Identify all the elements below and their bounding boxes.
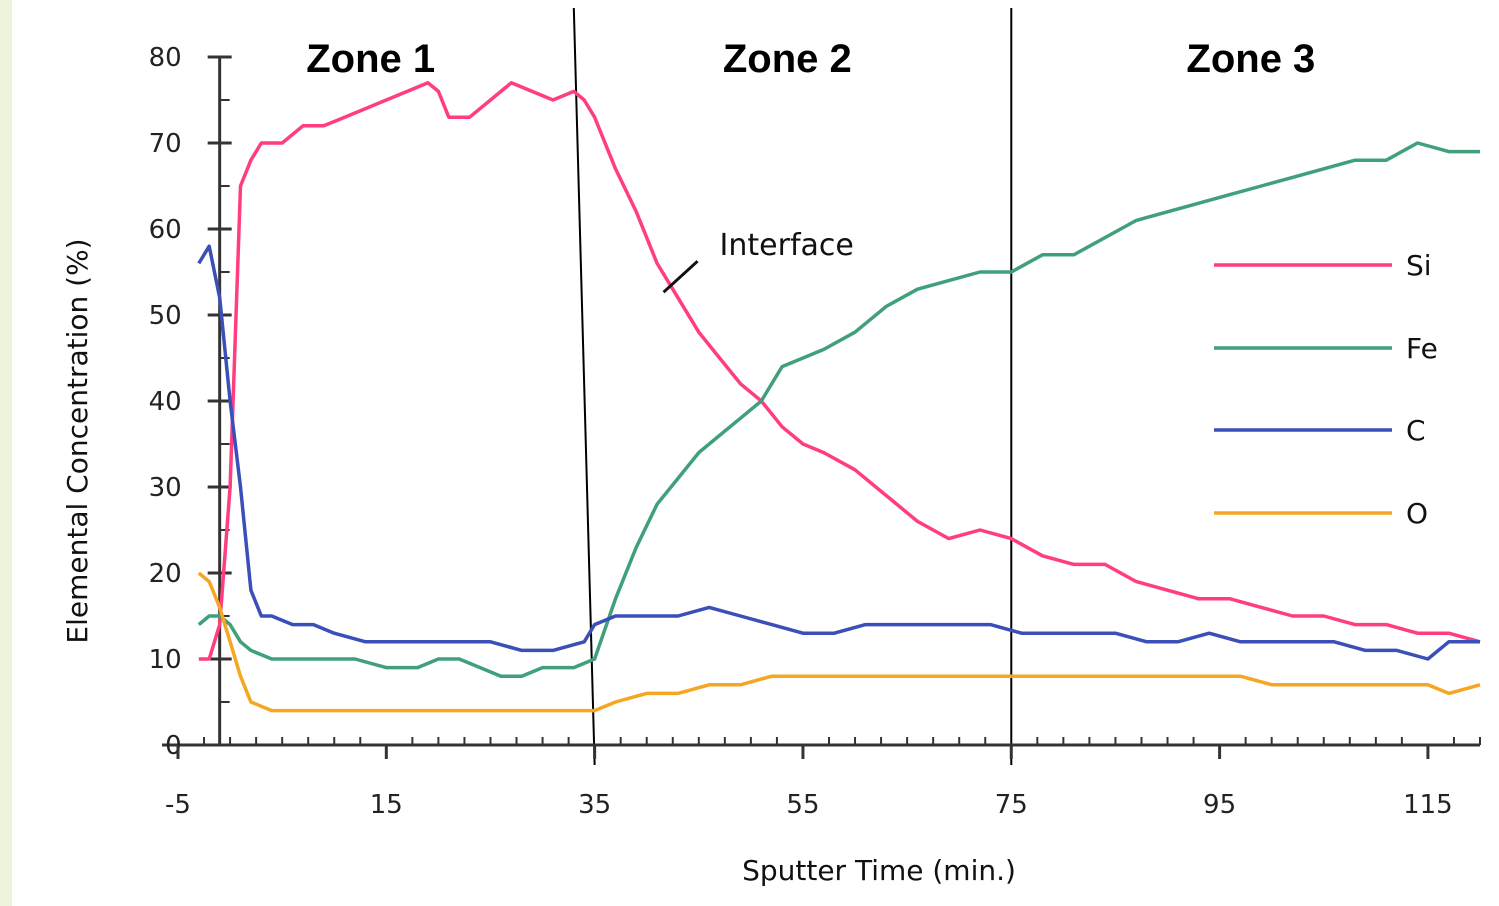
x-tick-label: 35	[578, 790, 611, 820]
interface-label: Interface	[720, 228, 854, 263]
y-axis-title: Elemental Concentration (%)	[61, 238, 94, 643]
x-axis-title: Sputter Time (min.)	[742, 854, 1016, 887]
chart-frame: Zone 1 Zone 2 Zone 3 0 10 20 30 40 50 60 70 80 -5 15…	[12, 0, 1499, 906]
zone-dividers: Zone 1 Zone 2 Zone 3	[306, 7, 1315, 766]
legend-label-c: C	[1406, 414, 1426, 447]
x-tick-label: 95	[1203, 790, 1236, 820]
x-tick-label: 75	[995, 790, 1028, 820]
y-tick-label: 60	[149, 215, 182, 245]
x-tick-label: 55	[786, 790, 819, 820]
legend-label-o: O	[1406, 497, 1428, 530]
y-tick-label: 50	[149, 301, 182, 331]
legend-label-fe: Fe	[1406, 332, 1438, 365]
legend: Si Fe C O	[1214, 249, 1438, 530]
series-line-o	[197, 571, 1481, 713]
y-tick-label: 70	[149, 129, 182, 159]
zone-label-2: Zone 2	[723, 37, 852, 81]
series-line-si	[198, 81, 1481, 661]
zone-divider-1-2	[572, 7, 596, 766]
series-line-c	[197, 244, 1480, 661]
zone-label-3: Zone 3	[1186, 37, 1315, 81]
y-tick-label: 10	[149, 645, 182, 675]
y-tick-label: 30	[149, 473, 182, 503]
series-lines	[197, 81, 1481, 713]
legend-label-si: Si	[1406, 249, 1432, 282]
y-tick-label: 40	[149, 387, 182, 417]
interface-pointer	[662, 260, 699, 294]
zone-label-1: Zone 1	[306, 37, 435, 81]
y-tick-label: 20	[149, 559, 182, 589]
x-tick-label: -5	[165, 790, 191, 820]
x-tick-label: 115	[1403, 790, 1453, 820]
series-line-fe	[197, 141, 1480, 678]
annotations: Interface	[662, 228, 854, 294]
y-tick-label: 80	[149, 43, 182, 73]
x-tick-label: 15	[370, 790, 403, 820]
